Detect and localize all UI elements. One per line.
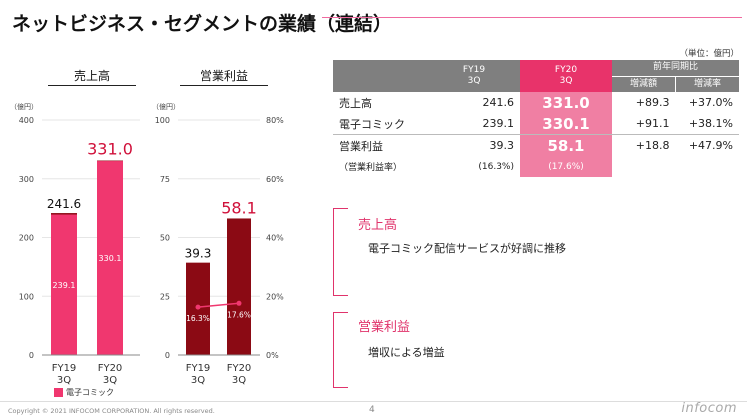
sales-chart-title-underline (48, 85, 136, 86)
cell-fy19: 241.6 (482, 96, 515, 109)
sales-chart-title: 売上高 (73, 69, 110, 83)
cell-fy20: 330.1 (520, 113, 612, 135)
cell-fy19: 239.1 (482, 117, 515, 130)
cell-fy19: (16.3%) (478, 161, 514, 172)
cell-diff (612, 156, 676, 177)
footer-divider (0, 401, 747, 402)
bar-value-label: 58.1 (221, 198, 257, 217)
cell-rate: +37.0% (688, 96, 733, 109)
cell-diff: +89.3 (635, 96, 670, 109)
note-body-profit: 増収による増益 (368, 346, 445, 359)
y-tick-label: 25 (160, 292, 170, 301)
note-body-sales: 電子コミック配信サービスが好調に推移 (368, 242, 566, 255)
bar-ecomic (51, 214, 77, 355)
cell-rate: +47.9% (675, 134, 739, 156)
y-axis-label: （億円） (152, 102, 180, 111)
y-tick-label: 100 (19, 292, 34, 301)
header-fy20: FY20 3Q (520, 60, 612, 92)
bar-ecomic (97, 161, 123, 355)
header-fy19: FY19 3Q (428, 60, 520, 92)
x-tick-label: 3Q (191, 375, 205, 386)
bar-value-label: 39.3 (185, 247, 212, 261)
profit-chart-title: 営業利益 (199, 69, 248, 83)
y2-tick-label: 80% (266, 116, 284, 125)
x-tick-label: FY19 (186, 363, 211, 374)
y2-tick-label: 0% (266, 351, 279, 360)
y-tick-label: 400 (19, 116, 34, 125)
y-tick-label: 300 (19, 175, 34, 184)
margin-label: 17.6% (227, 310, 251, 319)
row-label: 売上高 (339, 96, 372, 110)
y-tick-label: 75 (160, 175, 170, 184)
y-tick-label: 200 (19, 234, 34, 243)
y2-tick-label: 40% (266, 234, 284, 243)
note-bracket-sales (333, 208, 348, 296)
y-tick-label: 50 (160, 234, 170, 243)
bar-ecomic-label: 330.1 (99, 254, 122, 263)
margin-point (195, 304, 201, 310)
bar-value-label: 241.6 (47, 197, 81, 211)
row-label: 営業利益 (333, 134, 428, 156)
x-tick-label: 3Q (57, 375, 71, 386)
sales-chart: （億円）0100200300400241.6239.1FY193Q331.033… (10, 102, 140, 386)
header-diff: 増減額 (612, 76, 676, 92)
table-row-sales: 売上高 241.6 331.0 +89.3 +37.0% (333, 92, 739, 113)
bar-value-label: 331.0 (87, 140, 133, 159)
legend-swatch-ecomic (54, 388, 63, 397)
header-blank (333, 60, 428, 92)
y-tick-label: 0 (29, 351, 34, 360)
header-yoy: 前年同期比 (612, 60, 739, 77)
profit-chart-title-underline (180, 85, 268, 86)
y-tick-label: 0 (165, 351, 170, 360)
title-divider (322, 17, 742, 18)
unit-note: （単位：億円） (679, 49, 739, 59)
y-axis-label: （億円） (10, 102, 38, 111)
copyright: Copyright © 2021 INFOCOM CORPORATION. Al… (8, 407, 215, 415)
row-label: （営業利益率） (339, 163, 403, 173)
y2-tick-label: 20% (266, 292, 284, 301)
results-table: FY19 3Q FY20 3Q 前年同期比 増減額 増減率 売上高 241.6 … (333, 60, 739, 177)
cell-rate: +38.1% (688, 117, 733, 130)
cell-diff: +18.8 (612, 134, 676, 156)
header-rate: 増減率 (675, 76, 739, 92)
margin-line (197, 302, 240, 308)
cell-fy20: (17.6%) (520, 156, 612, 177)
note-heading-profit: 営業利益 (358, 320, 411, 335)
y2-tick-label: 60% (266, 175, 284, 184)
profit-chart: （億円）0 0%25 20%50 40%75 60%100 80%39.3FY193Q58… (152, 102, 284, 386)
x-tick-label: FY20 (227, 363, 252, 374)
x-tick-label: 3Q (103, 375, 117, 386)
margin-label: 16.3% (186, 314, 210, 323)
cell-rate (676, 156, 740, 177)
cell-diff: +91.1 (635, 117, 670, 130)
row-label: 電子コミック (339, 117, 405, 131)
bar-ecomic-label: 239.1 (53, 281, 76, 290)
page-title: ネットビジネス・セグメントの業績（連結） (12, 13, 393, 35)
y-tick-label: 100 (155, 116, 170, 125)
bar-profit (227, 218, 251, 355)
x-tick-label: FY19 (52, 363, 77, 374)
note-bracket-profit (333, 312, 348, 388)
x-tick-label: 3Q (232, 375, 246, 386)
cell-fy19: 39.3 (428, 134, 520, 156)
table-row-ecomic: 電子コミック 239.1 330.1 +91.1 +38.1% (333, 113, 739, 135)
cell-fy20: 58.1 (520, 134, 612, 156)
legend-label-ecomic: 電子コミック (66, 388, 114, 397)
table-row-margin: （営業利益率） (16.3%) (17.6%) (333, 156, 739, 177)
table-row-profit: 営業利益 39.3 58.1 +18.8 +47.9% (333, 134, 739, 156)
x-tick-label: FY20 (98, 363, 123, 374)
margin-point (236, 300, 242, 306)
company-logo: infocom (681, 401, 737, 416)
note-heading-sales: 売上高 (358, 218, 398, 233)
cell-fy20: 331.0 (520, 92, 612, 113)
page-number: 4 (369, 405, 375, 415)
